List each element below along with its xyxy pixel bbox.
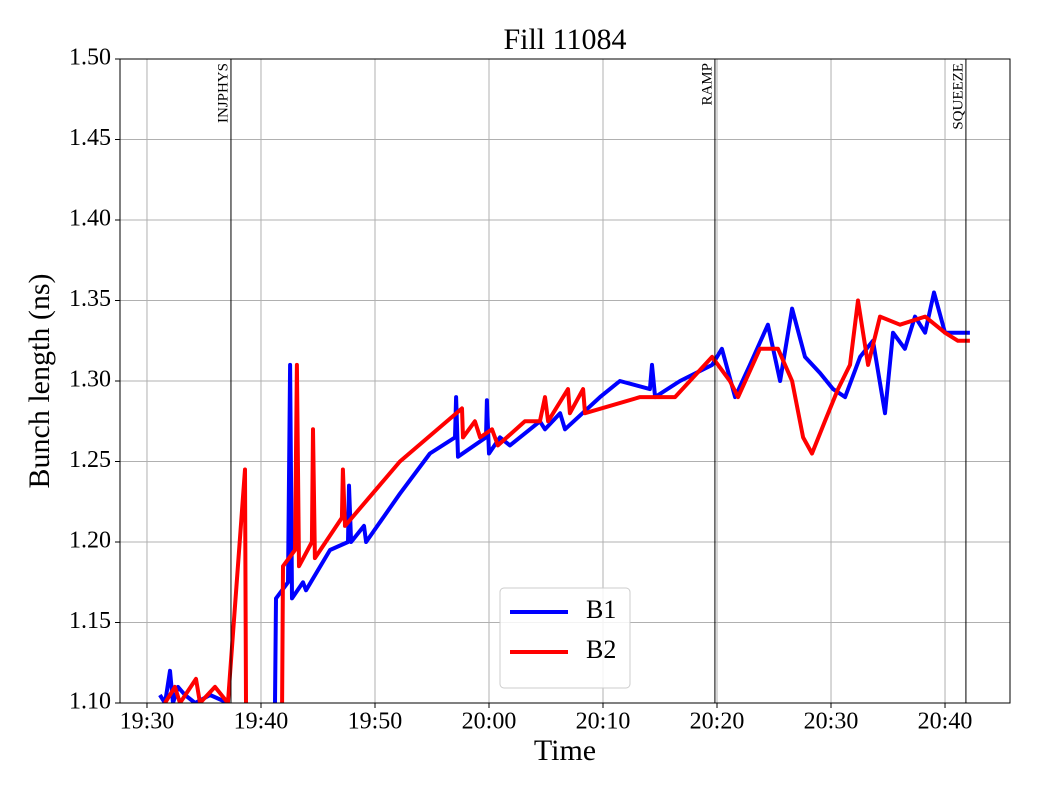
x-tick-label: 19:40 bbox=[234, 709, 289, 735]
event-label: RAMP bbox=[699, 63, 715, 106]
series-line bbox=[163, 298, 970, 703]
x-tick-label: 20:20 bbox=[690, 709, 745, 735]
y-tick-label: 1.10 bbox=[69, 689, 111, 715]
ticks: 1.10 1.15 1.20 1.25 1.30 1.35 1.40 1.45 1.50 19:3… bbox=[69, 45, 972, 735]
event-label: SQUEEZE bbox=[950, 63, 966, 130]
legend-label: B2 bbox=[586, 635, 616, 664]
y-tick-label: 1.45 bbox=[69, 125, 111, 151]
x-tick-label: 19:30 bbox=[120, 709, 175, 735]
x-tick-label: 20:10 bbox=[576, 709, 631, 735]
chart-title: Fill 11084 bbox=[503, 23, 626, 56]
x-tick-label: 20:30 bbox=[804, 709, 859, 735]
y-tick-label: 1.20 bbox=[69, 528, 111, 554]
plot-area bbox=[158, 290, 970, 703]
legend-label: B1 bbox=[586, 595, 616, 624]
x-tick-label: 19:50 bbox=[348, 709, 403, 735]
event-label: INJPHYS bbox=[215, 63, 231, 123]
y-tick-label: 1.40 bbox=[69, 206, 111, 232]
x-axis-label: Time bbox=[534, 734, 596, 767]
y-tick-label: 1.50 bbox=[69, 45, 111, 71]
y-axis-label: Bunch length (ns) bbox=[23, 274, 56, 489]
y-tick-label: 1.15 bbox=[69, 608, 111, 634]
y-tick-label: 1.35 bbox=[69, 286, 111, 312]
y-tick-label: 1.25 bbox=[69, 447, 111, 473]
x-tick-label: 20:00 bbox=[462, 709, 517, 735]
y-tick-label: 1.30 bbox=[69, 367, 111, 393]
x-tick-label: 20:40 bbox=[918, 709, 973, 735]
